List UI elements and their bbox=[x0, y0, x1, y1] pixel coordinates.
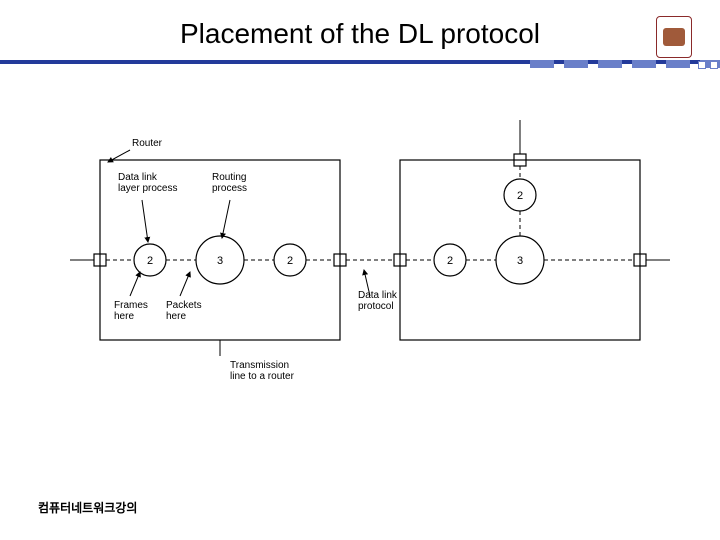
svg-text:Transmission: Transmission bbox=[230, 360, 289, 371]
logo-emblem bbox=[663, 28, 685, 46]
svg-text:3: 3 bbox=[517, 255, 523, 267]
svg-text:here: here bbox=[166, 311, 186, 322]
title-rule-dashes bbox=[0, 60, 720, 68]
svg-text:2: 2 bbox=[517, 190, 523, 202]
svg-text:here: here bbox=[114, 311, 134, 322]
svg-text:Router: Router bbox=[132, 138, 163, 149]
svg-text:protocol: protocol bbox=[358, 301, 394, 312]
university-logo bbox=[656, 16, 692, 58]
svg-text:Routing: Routing bbox=[212, 172, 246, 183]
svg-text:Frames: Frames bbox=[114, 300, 148, 311]
svg-text:2: 2 bbox=[447, 255, 453, 267]
dl-protocol-diagram: 232232RouterData linklayer processRoutin… bbox=[70, 120, 670, 410]
page-title: Placement of the DL protocol bbox=[0, 18, 720, 50]
slide: Placement of the DL protocol 2 3 2 2 3 2 Route… bbox=[0, 0, 720, 540]
svg-text:Data link: Data link bbox=[118, 172, 158, 183]
svg-text:process: process bbox=[212, 183, 247, 194]
svg-text:line to a router: line to a router bbox=[230, 371, 295, 382]
svg-text:Packets: Packets bbox=[166, 300, 202, 311]
svg-text:2: 2 bbox=[147, 255, 153, 267]
footer-text: 컴퓨터네트워크강의 bbox=[38, 499, 137, 516]
svg-text:Data link: Data link bbox=[358, 290, 398, 301]
svg-text:2: 2 bbox=[287, 255, 293, 267]
svg-text:layer process: layer process bbox=[118, 183, 177, 194]
svg-text:3: 3 bbox=[217, 255, 223, 267]
